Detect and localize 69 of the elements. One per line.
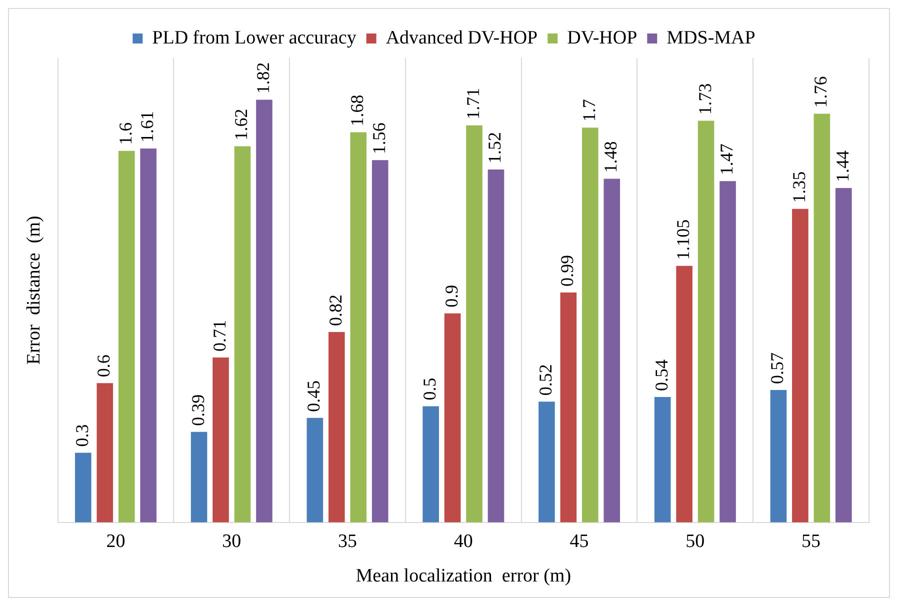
bar (75, 452, 92, 522)
bar (488, 169, 504, 522)
x-tick-label: 30 (222, 530, 242, 552)
data-label: 1.47 (716, 144, 736, 176)
data-label: 0.3 (72, 424, 92, 447)
data-label: 0.82 (325, 294, 346, 326)
legend-label: DV-HOP (567, 27, 638, 48)
legend-label: Advanced DV-HOP (386, 27, 538, 48)
data-label: 1.105 (673, 219, 694, 260)
bar (140, 148, 156, 522)
data-label: 0.54 (651, 360, 672, 392)
bar (466, 125, 482, 522)
x-tick-label: 45 (570, 530, 589, 552)
data-label: 1.44 (832, 150, 852, 182)
bar (350, 132, 367, 522)
data-label: 0.52 (535, 364, 556, 396)
data-label: 1.7 (578, 99, 599, 122)
x-tick-label: 40 (454, 530, 473, 552)
bar (328, 332, 345, 522)
data-label: 1.56 (368, 122, 389, 154)
bar (604, 178, 620, 522)
bar (422, 406, 439, 522)
data-label: 1.62 (231, 108, 252, 140)
bar (256, 100, 272, 522)
bar (676, 266, 692, 522)
bar (720, 181, 736, 522)
data-label: 1.52 (484, 132, 505, 164)
data-label: 0.9 (441, 284, 462, 308)
data-label: 1.48 (600, 141, 621, 173)
data-label: 0.99 (557, 255, 578, 287)
bar (190, 432, 208, 522)
data-label: 0.5 (420, 378, 440, 400)
data-label: 1.61 (137, 111, 158, 143)
bar (582, 128, 598, 522)
data-label: 1.76 (810, 76, 831, 108)
bar (372, 160, 388, 522)
bar (96, 383, 114, 522)
data-label: 1.35 (788, 171, 809, 203)
bar (234, 146, 251, 522)
data-label: 0.71 (210, 320, 230, 352)
x-tick-label: 55 (802, 530, 821, 552)
bar (444, 313, 461, 522)
data-label: 0.45 (304, 380, 324, 412)
bar (538, 402, 555, 522)
y-axis-title: Error distance (m) (23, 216, 44, 365)
bar (560, 292, 577, 522)
data-label: 0.6 (94, 354, 114, 378)
bar (118, 150, 135, 522)
data-label: 1.6 (115, 122, 136, 145)
legend-label: MDS-MAP (666, 27, 756, 48)
x-tick-label: 20 (106, 530, 126, 552)
bar (836, 188, 852, 522)
data-label: 0.57 (767, 352, 788, 384)
x-axis-title: Mean localization error (m) (356, 566, 572, 587)
bar (306, 418, 324, 522)
legend-label: PLD from Lower accuracy (152, 27, 357, 48)
bar (792, 208, 808, 522)
data-label: 1.68 (347, 94, 368, 126)
data-label: 1.71 (463, 88, 483, 120)
bar (654, 397, 671, 522)
bar (212, 358, 229, 522)
data-label: 1.73 (694, 83, 715, 115)
bar (770, 390, 787, 522)
bar (698, 120, 714, 522)
x-tick-label: 50 (686, 530, 705, 552)
data-label: 1.82 (252, 62, 273, 94)
data-label: 0.39 (188, 394, 208, 426)
x-tick-label: 35 (338, 530, 358, 552)
bar (814, 114, 830, 522)
